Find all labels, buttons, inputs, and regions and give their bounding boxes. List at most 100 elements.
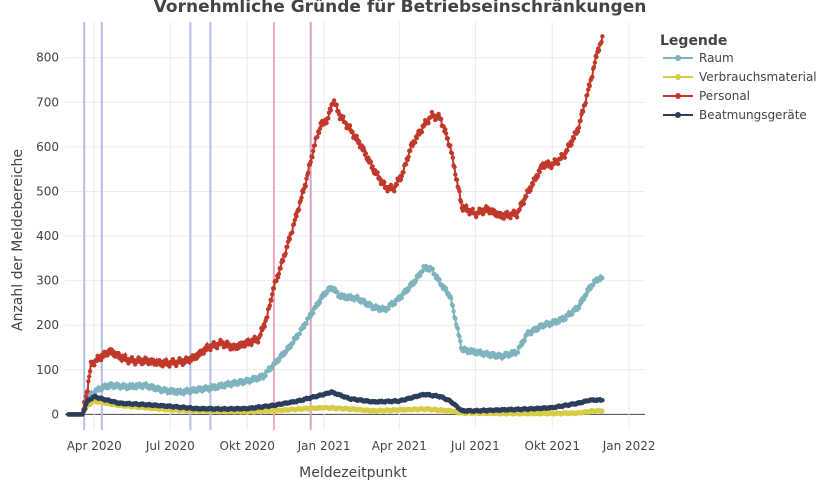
data-point [563, 317, 568, 322]
data-point [290, 230, 295, 235]
data-point [600, 408, 605, 414]
legend-item[interactable]: Raum [663, 51, 734, 65]
data-point [517, 207, 522, 212]
data-point [262, 324, 267, 329]
legend-item[interactable]: Personal [663, 89, 750, 103]
data-point [452, 164, 457, 170]
data-point [570, 311, 575, 317]
y-tick-label: 400 [36, 229, 59, 243]
data-point [270, 292, 275, 297]
data-point [123, 353, 128, 358]
data-point [414, 135, 419, 141]
data-point [129, 355, 135, 360]
data-point [464, 203, 469, 208]
series-3 [66, 34, 605, 417]
data-point [316, 130, 322, 136]
x-axis-ticks: Apr 2020 Jul 2020 Okt 2020 Jan 2021 Apr 2021… [67, 439, 656, 453]
data-point [430, 266, 435, 271]
data-point [214, 346, 220, 351]
data-point [581, 109, 586, 114]
y-tick-label: 200 [36, 318, 59, 332]
data-point [408, 148, 413, 153]
data-point [594, 54, 599, 60]
data-point [347, 123, 353, 128]
data-point [170, 357, 175, 362]
data-point [350, 129, 355, 135]
y-tick-label: 600 [36, 140, 59, 154]
data-point [301, 189, 306, 195]
data-point [328, 108, 333, 113]
data-point [296, 207, 302, 212]
data-point [375, 170, 380, 175]
y-tick-label: 0 [51, 407, 59, 421]
data-point [562, 155, 567, 160]
x-tick-label: Apr 2020 [67, 439, 122, 453]
data-point [308, 159, 313, 165]
data-point [276, 271, 282, 277]
x-tick-label: Jul 2021 [450, 439, 500, 453]
x-tick-label: Jul 2020 [145, 439, 195, 453]
data-point [413, 140, 418, 145]
data-point [255, 340, 261, 345]
data-point [363, 151, 369, 156]
legend-label: Verbrauchsmaterial [699, 70, 817, 84]
data-point [362, 147, 367, 153]
data-point [297, 331, 302, 336]
data-point [291, 222, 297, 227]
data-point [599, 39, 604, 45]
legend-item[interactable]: Verbrauchsmaterial [663, 70, 817, 84]
data-point [399, 295, 404, 300]
data-point [445, 136, 450, 141]
data-point [571, 136, 577, 141]
data-point [258, 332, 263, 337]
data-point [249, 342, 254, 347]
data-point [596, 48, 602, 53]
data-point [398, 177, 404, 182]
data-point [406, 154, 411, 159]
data-point [312, 143, 318, 148]
data-point [85, 389, 90, 394]
data-point [87, 369, 93, 374]
data-point [515, 350, 521, 355]
legend-label: Beatmungsgeräte [699, 108, 807, 122]
y-tick-label: 700 [36, 95, 59, 109]
data-point [388, 182, 394, 188]
legend-swatch-marker [675, 93, 681, 99]
legend-swatch-marker [675, 55, 681, 61]
data-point [82, 406, 88, 411]
data-point [590, 74, 595, 80]
series-4 [66, 389, 605, 417]
data-point [418, 273, 423, 278]
data-point [275, 275, 281, 280]
x-tick-label: Jan 2022 [602, 439, 656, 453]
data-point [288, 345, 293, 350]
data-point [270, 366, 275, 371]
data-point [294, 214, 299, 219]
legend-title: Legende [660, 33, 727, 49]
data-point [453, 172, 458, 177]
data-point [524, 194, 529, 199]
data-point [448, 296, 454, 301]
data-point [451, 309, 456, 314]
data-point [392, 189, 397, 194]
data-point [269, 298, 274, 303]
series-1 [66, 263, 605, 417]
y-tick-label: 800 [36, 51, 59, 65]
data-point [334, 102, 339, 107]
data-point [310, 155, 315, 160]
data-point [280, 258, 286, 263]
data-point [579, 300, 584, 305]
y-axis-title: Anzahl der Meldebereiche [10, 149, 26, 331]
data-point [592, 60, 598, 65]
legend: Legende Raum Verbrauchsmaterial Personal Be… [660, 33, 817, 122]
data-point [401, 170, 406, 175]
legend-swatch-marker [675, 112, 681, 118]
data-point [458, 199, 464, 204]
legend-item[interactable]: Beatmungsgeräte [663, 108, 807, 122]
x-axis-title: Meldezeitpunkt [299, 465, 407, 480]
x-tick-label: Jan 2021 [297, 439, 351, 453]
legend-label: Personal [699, 89, 750, 103]
data-point [576, 125, 582, 130]
data-point [555, 161, 561, 166]
